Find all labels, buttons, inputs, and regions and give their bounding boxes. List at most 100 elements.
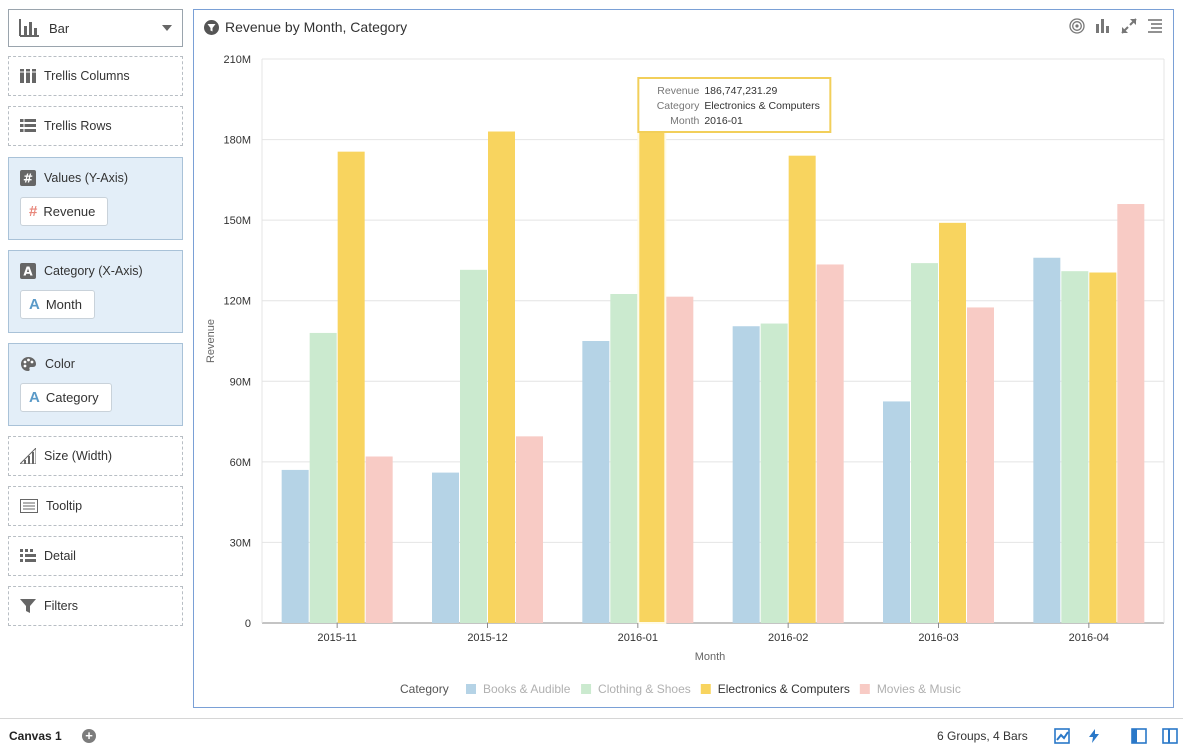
columns-icon bbox=[20, 69, 36, 83]
chart-title-row: Revenue by Month, Category bbox=[204, 19, 407, 35]
y-tick-label: 30M bbox=[230, 537, 251, 549]
tooltip-label: Tooltip bbox=[46, 499, 83, 513]
bar[interactable] bbox=[1033, 257, 1061, 623]
tooltip-value: 2016-01 bbox=[704, 115, 743, 127]
trellis-rows-label: Trellis Rows bbox=[44, 119, 112, 133]
values-slot[interactable]: # Values (Y-Axis) # Revenue bbox=[8, 157, 183, 240]
filter-icon bbox=[20, 599, 36, 613]
detail-slot[interactable]: Detail bbox=[8, 536, 183, 576]
detail-label: Detail bbox=[44, 549, 76, 563]
legend-label[interactable]: Electronics & Computers bbox=[718, 682, 850, 696]
legend-swatch[interactable] bbox=[466, 684, 476, 694]
menu-icon[interactable] bbox=[1147, 18, 1163, 34]
y-tick-label: 0 bbox=[245, 618, 251, 630]
gridlines bbox=[261, 58, 1165, 624]
bar[interactable] bbox=[460, 269, 487, 623]
chart-type-label: Bar bbox=[49, 20, 70, 36]
bar[interactable] bbox=[760, 323, 788, 623]
y-tick-label: 150M bbox=[223, 215, 251, 227]
bar[interactable] bbox=[432, 472, 459, 623]
x-tick-label: 2016-03 bbox=[918, 632, 958, 644]
month-pill[interactable]: A Month bbox=[20, 290, 95, 319]
tooltip-box bbox=[637, 77, 832, 133]
svg-text:#: # bbox=[23, 172, 33, 186]
bar[interactable] bbox=[666, 296, 694, 623]
legend-label[interactable]: Movies & Music bbox=[877, 682, 961, 696]
bar[interactable] bbox=[309, 332, 337, 623]
tooltip-value: Electronics & Computers bbox=[704, 100, 820, 112]
bar[interactable] bbox=[365, 456, 393, 623]
detail-icon bbox=[20, 549, 36, 562]
tooltip-key: Month bbox=[670, 115, 699, 127]
legend-label[interactable]: Clothing & Shoes bbox=[598, 682, 691, 696]
revenue-pill[interactable]: # Revenue bbox=[20, 197, 109, 226]
tooltip-key: Revenue bbox=[657, 85, 699, 97]
legend-label[interactable]: Books & Audible bbox=[483, 682, 571, 696]
bar-chart-icon[interactable] bbox=[1095, 18, 1111, 34]
revenue-pill-label: Revenue bbox=[43, 204, 96, 219]
chevron-down-icon bbox=[162, 25, 172, 31]
tooltip-slot[interactable]: Tooltip bbox=[8, 486, 183, 526]
trellis-columns-label: Trellis Columns bbox=[44, 69, 130, 83]
bar[interactable] bbox=[1061, 271, 1089, 623]
bar[interactable] bbox=[1117, 204, 1145, 623]
bar[interactable] bbox=[582, 341, 610, 623]
chart-type-dropdown[interactable]: Bar bbox=[8, 9, 183, 47]
bar[interactable] bbox=[637, 120, 667, 625]
x-tick-label: 2015-11 bbox=[317, 632, 357, 644]
chart-title: Revenue by Month, Category bbox=[225, 19, 408, 35]
color-slot[interactable]: Color A Category bbox=[8, 343, 183, 426]
x-tick-label: 2016-01 bbox=[618, 632, 658, 644]
bar[interactable] bbox=[816, 264, 844, 623]
auto-insights-icon[interactable] bbox=[1054, 728, 1070, 744]
palette-icon bbox=[21, 357, 36, 371]
category-label: Category (X-Axis) bbox=[44, 264, 143, 278]
tooltip: Revenue 186,747,231.29 Category Electronics… bbox=[637, 77, 832, 133]
bar[interactable] bbox=[883, 401, 910, 623]
bar[interactable] bbox=[911, 263, 938, 623]
legend-swatch[interactable] bbox=[700, 684, 711, 694]
x-tick-label: 2016-02 bbox=[768, 632, 808, 644]
y-tick-label: 210M bbox=[223, 54, 251, 66]
legend-swatch[interactable] bbox=[859, 684, 870, 694]
bar[interactable] bbox=[732, 326, 760, 623]
bar[interactable] bbox=[610, 294, 638, 623]
add-canvas-icon[interactable]: + bbox=[82, 729, 96, 743]
rows-icon bbox=[20, 119, 36, 133]
target-icon[interactable] bbox=[1069, 18, 1085, 34]
filter-circle-icon[interactable] bbox=[204, 19, 219, 35]
category-slot[interactable]: A Category (X-Axis) A Month bbox=[8, 250, 183, 333]
filters-slot[interactable]: Filters bbox=[8, 586, 183, 626]
bar[interactable] bbox=[967, 307, 994, 623]
trellis-rows-slot[interactable]: Trellis Rows bbox=[8, 106, 183, 146]
legend-title: Category bbox=[400, 682, 449, 696]
filters-label: Filters bbox=[44, 599, 79, 613]
bar[interactable] bbox=[516, 436, 543, 623]
bolt-icon[interactable] bbox=[1086, 728, 1102, 744]
bars bbox=[281, 120, 1145, 625]
bar[interactable] bbox=[1089, 272, 1117, 623]
tooltip-key: Category bbox=[657, 100, 700, 112]
size-slot[interactable]: Size (Width) bbox=[8, 436, 183, 476]
bar[interactable] bbox=[281, 469, 309, 623]
bar[interactable] bbox=[488, 131, 515, 623]
legend: Category Books & Audible Clothing & Shoes E… bbox=[400, 682, 961, 696]
left-panel-icon[interactable] bbox=[1131, 728, 1147, 744]
attribute-icon: A bbox=[20, 263, 36, 279]
maximize-icon[interactable] bbox=[1121, 18, 1137, 34]
bar[interactable] bbox=[337, 151, 365, 623]
tooltip-value: 186,747,231.29 bbox=[704, 85, 777, 97]
right-panel-icon[interactable] bbox=[1162, 728, 1178, 744]
legend-swatch[interactable] bbox=[581, 684, 592, 694]
canvas-tab[interactable]: Canvas 1 bbox=[9, 729, 62, 743]
size-icon bbox=[20, 448, 36, 464]
x-tick-label: 2016-04 bbox=[1069, 632, 1109, 644]
color-label: Color bbox=[45, 357, 75, 371]
bar[interactable] bbox=[939, 222, 966, 624]
trellis-columns-slot[interactable]: Trellis Columns bbox=[8, 56, 183, 96]
bar-chart-icon bbox=[19, 19, 39, 37]
bar[interactable] bbox=[788, 155, 816, 623]
y-tick-label: 60M bbox=[230, 457, 251, 469]
category-pill[interactable]: A Category bbox=[20, 383, 112, 412]
